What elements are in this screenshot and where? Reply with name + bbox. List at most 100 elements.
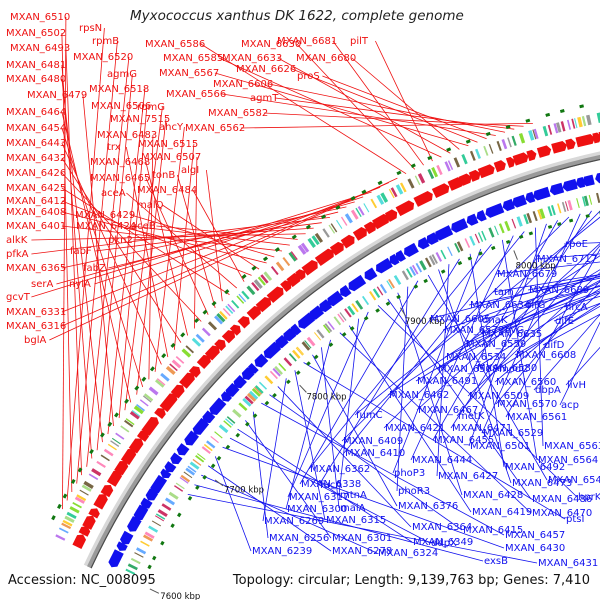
inner-marker-dot — [423, 278, 428, 284]
callout-line-reverse — [542, 313, 600, 346]
gene-label-forward: MXAN_6630 — [241, 39, 301, 50]
cog-category-bar-reverse — [154, 515, 165, 522]
gene-label-reverse: MXAN_6634 — [470, 300, 530, 311]
gene-label-reverse: MXAN_6717 — [537, 254, 597, 265]
cog-category-bar-reverse — [537, 209, 543, 220]
cog-category-bar-forward — [444, 161, 451, 172]
cog-category-bar-forward — [407, 178, 415, 189]
cog-category-bar-reverse — [324, 323, 333, 333]
cog-category-bar-reverse — [337, 313, 345, 323]
callout-line-reverse — [339, 332, 532, 514]
inner-marker-dot — [413, 284, 419, 289]
reverse-gene-arrow — [290, 323, 302, 336]
cog-category-bar-forward — [201, 327, 211, 337]
reverse-gene-arrow — [340, 284, 352, 298]
forward-gene-arrow — [395, 200, 415, 217]
forward-gene-arrow — [136, 430, 150, 442]
callout-line-forward — [49, 177, 398, 341]
cog-category-bar-reverse — [526, 212, 533, 224]
cog-category-bar-forward — [111, 437, 121, 445]
forward-gene-arrow — [363, 221, 376, 235]
gene-label-forward: MXAN_6520 — [73, 52, 133, 63]
reverse-gene-arrow — [150, 474, 168, 494]
callout-line-reverse — [338, 318, 360, 496]
callout-line-reverse — [495, 261, 600, 275]
cog-category-bar-reverse — [333, 316, 342, 326]
cog-category-bar-forward — [236, 295, 245, 304]
forward-gene-arrow — [221, 330, 236, 344]
cog-category-bar-reverse — [494, 225, 499, 236]
reverse-gene-arrow — [164, 461, 177, 473]
outer-marker-dot — [377, 180, 383, 186]
gene-label-forward: tonB — [152, 170, 175, 181]
cog-category-bar-forward — [253, 279, 263, 289]
inner-marker-dot — [557, 222, 562, 226]
gene-label-forward: MXAN_6483 — [97, 130, 157, 141]
cog-category-bar-reverse — [409, 266, 417, 276]
gene-label-forward: pfkA — [6, 249, 29, 260]
reverse-gene-arrow — [434, 225, 454, 241]
outer-marker-dot — [180, 332, 186, 338]
cog-category-bar-forward — [300, 242, 310, 253]
inner-marker-dot — [245, 421, 250, 427]
gene-label-reverse: ptsI — [566, 514, 584, 525]
gene-label-reverse: dbpA — [535, 385, 561, 396]
cog-category-bar-reverse — [168, 491, 179, 500]
cog-category-bar-forward — [344, 213, 353, 224]
callout-line-reverse — [533, 313, 600, 391]
callout-line-forward — [61, 142, 162, 365]
cog-category-bar-reverse — [344, 308, 352, 318]
cog-category-bar-reverse — [278, 362, 287, 372]
reverse-gene-arrow — [119, 530, 134, 545]
gene-label-reverse: MXAN_6467 — [418, 405, 478, 416]
callout-line-forward — [214, 72, 469, 147]
cog-category-bar-reverse — [347, 305, 356, 316]
gene-label-forward: fabF — [70, 246, 92, 257]
forward-gene-arrow — [170, 384, 185, 399]
kbp-tick-label: 7800 kbp — [306, 393, 346, 403]
cog-category-bar-reverse — [504, 220, 511, 232]
forward-gene-arrow — [458, 173, 472, 187]
callout-line-reverse — [480, 290, 600, 335]
feature-tracks — [51, 104, 600, 575]
cog-category-bar-forward — [581, 116, 587, 127]
forward-gene-arrow — [477, 164, 495, 179]
cog-category-bar-reverse — [283, 357, 293, 367]
callout-line-reverse — [432, 220, 559, 441]
callout-line-forward — [61, 157, 182, 343]
inner-marker-dot — [202, 474, 207, 480]
gene-label-forward: MXAN_6567 — [159, 68, 219, 79]
cog-category-bar-forward — [447, 160, 454, 170]
outer-marker-dot — [559, 109, 565, 113]
callout-line-reverse — [456, 244, 600, 417]
cog-category-bar-forward — [79, 489, 89, 496]
callout-line-forward — [173, 143, 195, 350]
callout-line-forward — [61, 182, 389, 327]
cog-category-bar-forward — [260, 274, 269, 284]
callout-line-reverse — [410, 235, 514, 461]
gene-label-reverse: MXAN_6689 — [529, 285, 589, 296]
cog-category-bar-forward — [55, 534, 66, 541]
cog-category-bar-forward — [350, 209, 359, 220]
gene-label-forward: MXAN_6506 — [91, 101, 151, 112]
cog-category-bar-forward — [511, 135, 517, 146]
callout-line-reverse — [503, 292, 600, 331]
cog-category-bar-reverse — [134, 552, 144, 558]
cog-category-bar-forward — [136, 403, 146, 412]
gene-label-reverse: MXAN_6239 — [252, 546, 312, 557]
inner-marker-dot — [295, 370, 301, 375]
cog-category-bar-forward — [62, 519, 73, 527]
cog-category-bar-reverse — [469, 235, 476, 246]
reverse-gene-arrow — [376, 257, 393, 274]
cog-category-bar-reverse — [411, 264, 419, 275]
gene-label-reverse: MXAN_6269 — [264, 516, 324, 527]
outer-marker-dot — [525, 118, 531, 123]
cog-category-bar-reverse — [288, 353, 297, 362]
cog-category-bar-forward — [129, 410, 140, 420]
forward-gene-arrow — [493, 160, 506, 173]
cog-category-bar-reverse — [244, 395, 254, 405]
forward-gene-arrow — [114, 461, 129, 476]
cog-category-bar-reverse — [424, 257, 432, 268]
cog-category-bar-forward — [74, 496, 85, 504]
cog-category-bar-reverse — [376, 286, 384, 296]
